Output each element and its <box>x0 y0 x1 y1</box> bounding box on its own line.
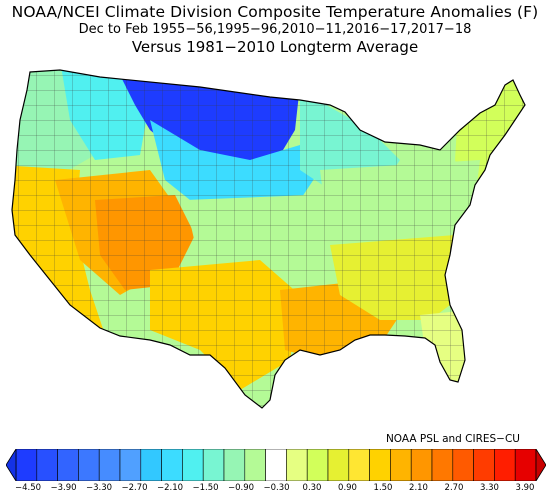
legend-color-swatch <box>78 449 100 481</box>
legend-tick-label: 0.90 <box>338 483 357 493</box>
legend-color-swatch <box>286 449 308 481</box>
legend-color-swatch <box>98 449 121 481</box>
legend-color-swatch <box>182 449 204 481</box>
credit-text: NOAA PSL and CIRES−CU <box>385 433 520 445</box>
legend-color-swatch <box>119 449 142 481</box>
legend-tick-label: 3.90 <box>515 483 535 493</box>
legend-tick-label: −3.30 <box>85 483 113 493</box>
legend-tick-label: −2.70 <box>121 483 148 493</box>
legend-color-swatch <box>36 449 58 481</box>
us-anomaly-map <box>11 69 526 409</box>
color-scale-legend <box>6 449 546 481</box>
legend-tick-label: 3.30 <box>480 483 499 493</box>
map-subtitle-years: Dec to Feb 1955−56,1995−96,2010−11,2016−… <box>78 22 472 37</box>
legend-color-swatch <box>15 449 38 481</box>
legend-color-swatch <box>161 449 183 481</box>
legend-color-swatch <box>244 449 266 481</box>
legend-color-swatch <box>306 449 329 481</box>
legend-color-swatch <box>369 449 391 481</box>
map-title: NOAA/NCEI Climate Division Composite Tem… <box>11 3 539 21</box>
legend-tick-label: −4.50 <box>14 483 42 493</box>
legend-low-arrow <box>6 449 17 481</box>
legend-tick-label: −0.30 <box>263 483 290 493</box>
legend-color-swatch <box>348 449 370 481</box>
legend-color-swatch <box>494 449 516 481</box>
legend-tick-label: −3.90 <box>50 483 77 493</box>
legend-color-swatch <box>473 449 495 481</box>
legend-color-swatch <box>514 449 537 481</box>
legend-tick-label: 0.30 <box>302 483 322 493</box>
legend-tick-label: 2.70 <box>444 483 464 493</box>
legend-color-swatch <box>431 449 454 481</box>
legend-tick-label: 2.10 <box>409 483 428 493</box>
legend-color-swatch <box>327 449 350 481</box>
legend-tick-label: −1.50 <box>192 483 219 493</box>
legend-tick-label: −2.10 <box>156 483 184 493</box>
legend-high-arrow <box>535 449 546 481</box>
legend-color-swatch <box>57 449 79 481</box>
legend-tick-label: 1.50 <box>373 483 393 493</box>
map-regions <box>12 70 525 408</box>
legend-color-swatch <box>410 449 433 481</box>
legend-color-swatch <box>223 449 246 481</box>
legend-color-swatch <box>390 449 412 481</box>
legend-color-swatch <box>265 449 287 481</box>
legend-color-swatch <box>202 449 225 481</box>
legend-tick-label: −0.90 <box>227 483 255 493</box>
legend-color-swatch <box>140 449 162 481</box>
legend-color-swatch <box>452 449 474 481</box>
map-subtitle-baseline: Versus 1981−2010 Longterm Average <box>131 38 419 56</box>
